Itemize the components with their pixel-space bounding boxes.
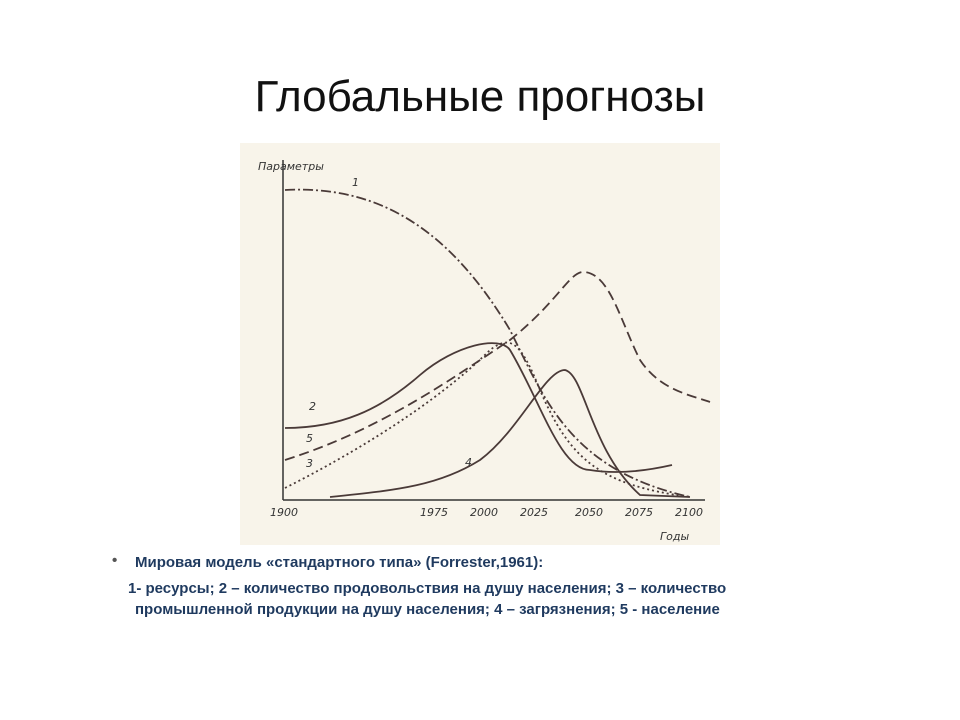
curve-4 [329, 369, 691, 498]
figure: Параметры Годы 1900 1975 2000 2025 2050 … [240, 143, 720, 545]
x-tick-label: 2050 [575, 506, 603, 519]
x-tick-label: 2000 [470, 506, 498, 519]
bullet-marker: • [112, 552, 118, 569]
x-axis-label: Годы [660, 530, 689, 543]
curve-2 [284, 342, 673, 473]
x-tick-label: 2100 [675, 506, 703, 519]
curve-label: 5 [306, 432, 313, 445]
curve-5 [284, 271, 711, 461]
legend-line: промышленной продукции на душу населения… [135, 601, 720, 618]
bullet-text: Мировая модель «стандартного типа» (Forr… [135, 554, 544, 571]
x-tick-label: 2075 [625, 506, 653, 519]
curve-label: 3 [306, 457, 313, 470]
x-tick-label: 2025 [520, 506, 548, 519]
x-tick-label: 1975 [420, 506, 448, 519]
curve-label: 1 [352, 176, 359, 189]
y-axis-label: Параметры [258, 160, 324, 173]
curve-label: 4 [465, 456, 472, 469]
slide-title: Глобальные прогнозы [254, 72, 706, 121]
x-tick-label: 1900 [270, 506, 298, 519]
curve-label: 2 [309, 400, 316, 413]
curve-1 [284, 188, 691, 498]
legend-line: 1- ресурсы; 2 – количество продовольстви… [128, 580, 727, 597]
